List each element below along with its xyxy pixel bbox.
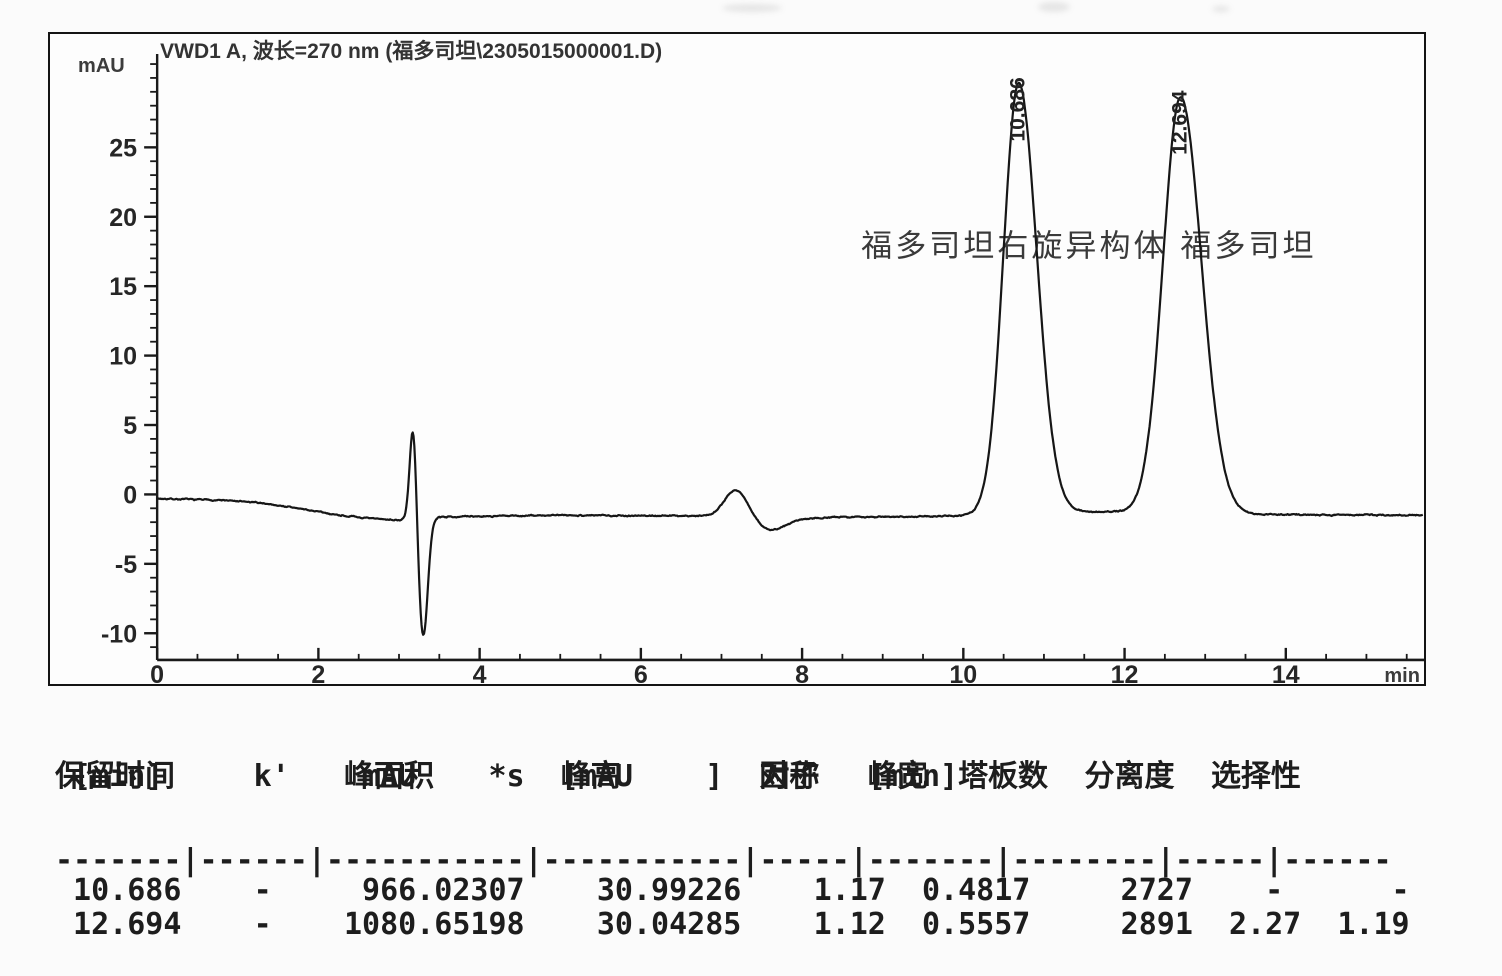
x-axis-unit-label: min	[1384, 665, 1420, 684]
x-tick-label: 6	[634, 661, 648, 684]
scan-artifact	[722, 4, 782, 12]
chromatogram-trace	[156, 81, 1424, 636]
peak-identity-annotation: 福多司坦右旋异构体 福多司坦	[861, 229, 1316, 265]
scan-artifact	[1212, 6, 1230, 12]
table-separator-line: -------|------|-----------|-----------|-…	[55, 843, 1392, 878]
y-tick-label: 25	[109, 134, 137, 162]
col-header-peak-height: 峰高	[560, 759, 621, 794]
unit-peak-width: [min]	[867, 759, 959, 794]
y-tick-label: 0	[123, 481, 137, 509]
y-tick-label: 20	[109, 204, 137, 232]
peak-retention-label-2: 12.694	[1169, 90, 1192, 155]
col-header-symmetry: 对称	[759, 759, 820, 794]
x-tick-label: 12	[1111, 661, 1139, 684]
peak-retention-label-1: 10.686	[1007, 77, 1030, 141]
axes: -10 -5 0 5 10 15 20 25 0 2 4 6 8 10 12 14	[101, 54, 1424, 684]
integration-results-table: 保留时间 k' 峰面积 峰高 对称 峰宽 塔板数 分离度 选择性 [min] m…	[55, 760, 1475, 965]
y-tick-label: 5	[123, 412, 137, 440]
table-row-peak-1: 10.686 - 966.02307 30.99226 1.17 0.4817 …	[55, 873, 1410, 908]
y-tick-label: -10	[101, 620, 137, 648]
unit-peak-height: [mAU ]	[560, 759, 724, 794]
x-tick-label: 2	[311, 661, 325, 684]
col-header-plates: 塔板数	[958, 759, 1049, 794]
peak-retention-labels: 10.686 12.694	[1007, 77, 1192, 155]
table-header-row-2: [min] mAU *s [mAU ] 因子 [min]	[55, 760, 1475, 840]
chromatogram-svg: VWD1 A, 波长=270 nm (福多司坦\2305015000001.D)…	[78, 38, 1424, 684]
y-tick-label: 10	[109, 343, 137, 371]
y-axis-unit-label: mAU	[78, 55, 125, 77]
x-tick-label: 10	[949, 661, 977, 684]
table-header-row-1: 保留时间 k' 峰面积 峰高 对称 峰宽 塔板数 分离度 选择性	[55, 760, 1475, 800]
x-tick-label: 14	[1272, 661, 1300, 684]
col-header-k-prime: k'	[253, 759, 290, 794]
y-tick-label: -5	[115, 551, 137, 579]
col-header-peak-area: 峰面积	[343, 759, 434, 794]
unit-retention-time: [min]	[73, 759, 164, 794]
col-header-retention-time: 保留时间	[55, 759, 175, 794]
x-tick-label: 8	[795, 661, 809, 684]
chromatogram-panel: VWD1 A, 波长=270 nm (福多司坦\2305015000001.D)…	[48, 32, 1426, 686]
col-header-selectivity: 选择性	[1210, 759, 1301, 794]
scan-artifact	[1038, 2, 1070, 12]
col-header-resolution: 分离度	[1084, 759, 1175, 794]
y-tick-label: 15	[109, 273, 137, 301]
x-tick-label: 4	[473, 661, 487, 684]
chart-title: VWD1 A, 波长=270 nm (福多司坦\2305015000001.D)	[160, 38, 662, 63]
table-row-peak-2: 12.694 - 1080.65198 30.04285 1.12 0.5557…	[55, 907, 1410, 942]
x-tick-label: 0	[150, 661, 164, 684]
unit-symmetry: 因子	[759, 759, 820, 794]
unit-peak-area: mAU *s	[362, 759, 525, 794]
col-header-peak-width: 峰宽	[867, 759, 928, 794]
